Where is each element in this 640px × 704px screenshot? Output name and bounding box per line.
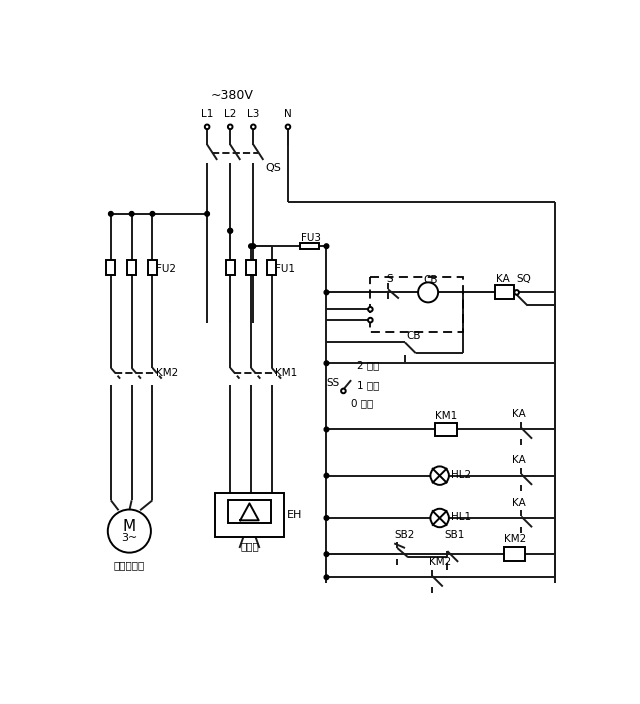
Text: 热电偶: 热电偶	[240, 541, 259, 551]
Text: N: N	[284, 109, 292, 119]
Text: FU3: FU3	[301, 234, 321, 244]
Circle shape	[368, 307, 372, 312]
Text: KM1: KM1	[435, 410, 457, 420]
Bar	[504, 547, 525, 561]
Text: L1: L1	[201, 109, 213, 119]
Circle shape	[150, 211, 155, 216]
Circle shape	[324, 427, 329, 432]
Bar	[225, 260, 235, 275]
Circle shape	[228, 229, 232, 233]
Text: SB2: SB2	[394, 530, 415, 540]
Text: 风扇电动机: 风扇电动机	[114, 560, 145, 570]
Bar	[435, 422, 456, 436]
Bar	[148, 260, 157, 275]
Text: HL2: HL2	[451, 470, 471, 480]
Text: 1 手动: 1 手动	[357, 379, 380, 390]
Text: S: S	[387, 274, 393, 284]
Circle shape	[108, 510, 151, 553]
Circle shape	[341, 389, 346, 394]
Circle shape	[324, 244, 329, 249]
Text: CB: CB	[406, 332, 421, 341]
Text: SQ: SQ	[516, 275, 532, 284]
Text: HL1: HL1	[451, 513, 471, 522]
Bar	[228, 501, 271, 523]
Text: KM1: KM1	[275, 368, 297, 378]
Text: ~380V: ~380V	[211, 89, 253, 102]
Bar	[215, 493, 284, 537]
Circle shape	[324, 515, 329, 520]
Text: 0 停止: 0 停止	[351, 398, 373, 408]
Text: CB: CB	[424, 275, 438, 285]
Text: QS: QS	[266, 163, 282, 172]
Text: SB1: SB1	[444, 530, 465, 540]
Circle shape	[251, 125, 255, 129]
Bar	[300, 243, 319, 249]
Text: KM2: KM2	[504, 534, 526, 543]
Text: M: M	[123, 519, 136, 534]
Text: EH: EH	[287, 510, 302, 520]
Text: KM2: KM2	[429, 557, 451, 567]
Text: KA: KA	[512, 498, 526, 508]
Text: KA: KA	[496, 275, 509, 284]
Text: KA: KA	[512, 409, 526, 419]
Circle shape	[431, 466, 449, 485]
Bar	[127, 260, 136, 275]
Circle shape	[368, 318, 372, 322]
Circle shape	[109, 211, 113, 216]
Text: FU1: FU1	[275, 264, 295, 275]
Circle shape	[249, 244, 253, 249]
Text: 3~: 3~	[121, 533, 138, 543]
Circle shape	[228, 125, 232, 129]
Circle shape	[285, 125, 291, 129]
Circle shape	[324, 361, 329, 365]
Circle shape	[324, 473, 329, 478]
Circle shape	[324, 552, 329, 556]
Bar	[495, 285, 513, 299]
Text: 2 自动: 2 自动	[357, 360, 380, 370]
Text: SS: SS	[326, 378, 340, 388]
Circle shape	[228, 229, 232, 233]
Text: L3: L3	[247, 109, 259, 119]
Circle shape	[324, 575, 329, 579]
Text: KA: KA	[512, 455, 526, 465]
Bar	[106, 260, 115, 275]
Text: FU2: FU2	[156, 264, 175, 275]
Circle shape	[129, 211, 134, 216]
Text: KM2: KM2	[156, 368, 178, 378]
Bar	[246, 260, 255, 275]
Circle shape	[205, 211, 209, 216]
Circle shape	[515, 290, 519, 295]
Text: L2: L2	[224, 109, 236, 119]
Circle shape	[205, 125, 209, 129]
Circle shape	[251, 244, 255, 249]
Circle shape	[324, 290, 329, 295]
Bar	[267, 260, 276, 275]
Circle shape	[431, 509, 449, 527]
Circle shape	[418, 282, 438, 303]
